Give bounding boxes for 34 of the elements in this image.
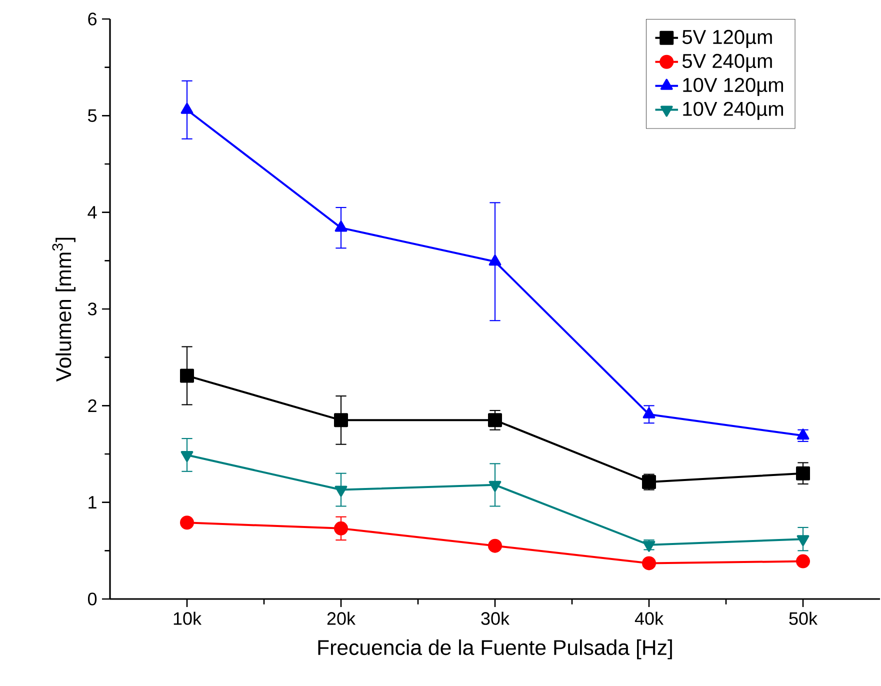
x-tick-label: 50k [789, 612, 818, 625]
point [180, 368, 194, 383]
y-tick-label: 5 [88, 109, 97, 122]
y-tick-label: 4 [88, 206, 97, 219]
point [488, 480, 502, 492]
legend-label: 10V 240µm [683, 102, 784, 120]
point [334, 413, 348, 428]
point [180, 516, 194, 530]
point [796, 535, 810, 546]
y-tick-label: 1 [88, 496, 96, 509]
point [334, 521, 348, 536]
x-axis-title: Frecuencia de la Fuente Pulsada [Hz] [318, 639, 672, 660]
y-tick-label: 0 [88, 592, 97, 606]
point [180, 102, 194, 114]
point [796, 554, 810, 568]
y-tick-label: 2 [88, 399, 96, 412]
x-tick-label: 20k [327, 612, 356, 625]
y-tick-label: 3 [88, 302, 96, 316]
legend-label: 5V 240µm [682, 54, 772, 72]
point [488, 254, 502, 266]
legend-label: 10V 120µm [683, 78, 784, 96]
y-axis-title: Volumen [mm$^{3}$] [52, 238, 76, 382]
x-tick-label: 10k [174, 612, 202, 625]
legend-label: 5V 120µm [682, 30, 772, 48]
point [334, 486, 348, 497]
point [488, 413, 502, 428]
y-tick-label: 6 [88, 12, 96, 26]
point [334, 220, 348, 232]
point [642, 556, 656, 570]
x-tick-label: 40k [634, 612, 664, 625]
x-tick-label: 30k [481, 612, 510, 625]
point [488, 538, 502, 553]
point [796, 466, 810, 480]
point [180, 450, 194, 462]
